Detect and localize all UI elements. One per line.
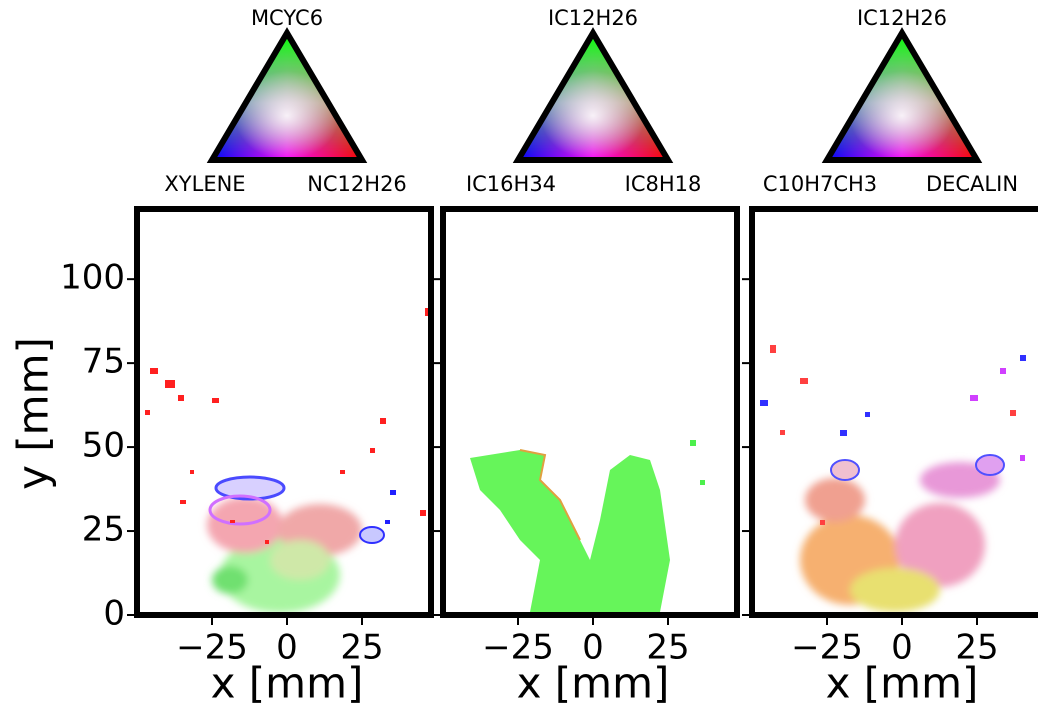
ternary-top-label: IC12H26 xyxy=(857,6,947,30)
ternary-left-label: XYLENE xyxy=(164,172,245,196)
x-tick-label: 25 xyxy=(955,628,998,668)
ternary-top-label: IC12H26 xyxy=(548,6,638,30)
field-image xyxy=(145,308,431,613)
ternary-key xyxy=(821,27,983,163)
ternary-fill xyxy=(827,33,977,160)
x-axis-label: x [mm] xyxy=(517,659,670,707)
ternary-top-label: MCYC6 xyxy=(251,6,323,30)
plot-frame xyxy=(749,206,1038,618)
ternary-right-label: NC12H26 xyxy=(307,172,407,196)
x-axis-label: x [mm] xyxy=(211,659,364,707)
ternary-left-label: IC16H34 xyxy=(466,172,556,196)
x-tick-label: −25 xyxy=(791,628,863,668)
ternary-right-label: DECALIN xyxy=(926,172,1018,196)
ternary-key xyxy=(512,27,674,163)
ternary-right-label: IC8H18 xyxy=(625,172,702,196)
field-image xyxy=(470,440,737,612)
plot-frame xyxy=(440,206,740,618)
ternary-fill xyxy=(518,33,668,160)
y-tick-label: 50 xyxy=(82,426,125,466)
x-tick-label: −25 xyxy=(482,628,554,668)
y-tick-label: 75 xyxy=(82,342,125,382)
y-axis-label: y [mm] xyxy=(9,337,58,490)
field-image xyxy=(760,345,1026,612)
x-tick-label: 0 xyxy=(891,628,913,668)
x-tick-label: 0 xyxy=(582,628,604,668)
y-tick-label: 25 xyxy=(82,510,125,550)
ternary-outline xyxy=(512,27,674,163)
x-tick-label: −25 xyxy=(176,628,248,668)
ternary-left-label: C10H7CH3 xyxy=(763,172,877,196)
x-tick-label: 25 xyxy=(646,628,689,668)
x-tick-label: 25 xyxy=(340,628,383,668)
ternary-outline xyxy=(206,27,368,163)
y-tick-label: 100 xyxy=(60,258,125,298)
y-tick-label: 0 xyxy=(103,594,125,634)
ternary-fill xyxy=(212,33,362,160)
x-axis-label: x [mm] xyxy=(826,659,979,707)
plot-frame xyxy=(134,206,434,618)
ternary-key xyxy=(206,27,368,163)
x-tick-label: 0 xyxy=(276,628,298,668)
ternary-outline xyxy=(821,27,983,163)
